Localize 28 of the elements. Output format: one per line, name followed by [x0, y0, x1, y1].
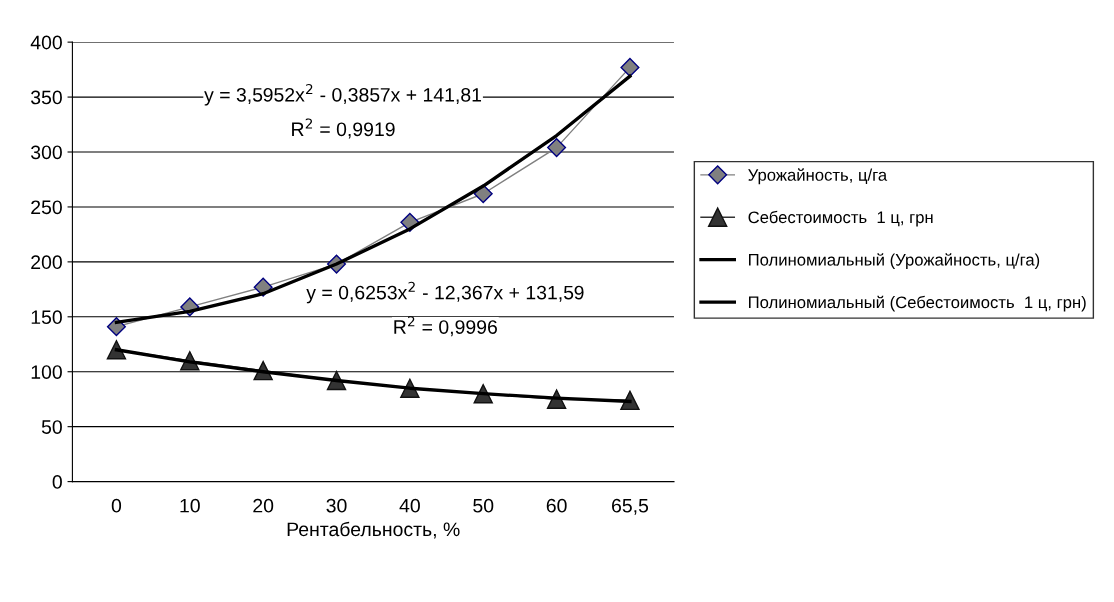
point — [620, 57, 640, 77]
y-tick-label: 300 — [30, 145, 62, 160]
y-tick-label: 150 — [31, 310, 62, 325]
point — [547, 138, 567, 158]
x-tick-label: 50 — [473, 498, 494, 513]
y-tick-label: 400 — [30, 35, 62, 50]
x-tick-label: 60 — [546, 498, 567, 513]
annotation: y = 0,6253x$^{2}$ - 12,367x + 131,59 — [306, 281, 584, 304]
x-tick-label: 40 — [399, 498, 420, 513]
annotation: R$^{2}$ = 0,9919 — [292, 118, 395, 139]
y-tick-label: 350 — [30, 90, 62, 105]
legend-label: Урожайность, ц/га — [748, 168, 888, 185]
y-tick-label: 50 — [41, 420, 62, 434]
x-tick-label: 20 — [253, 498, 274, 513]
y-tick-label: 250 — [31, 200, 62, 215]
x-tick-label: 10 — [180, 498, 200, 513]
y-tick-label: 200 — [31, 255, 62, 270]
x-axis-title: Рентабельность, % — [287, 521, 460, 539]
y-tick-label: 0 — [52, 475, 62, 489]
legend-label: Себестоимость 1 ц, грн — [748, 210, 933, 227]
x-tick-label: 65,5 — [612, 498, 649, 515]
x-tick-label: 30 — [326, 498, 347, 513]
x-tick-label: 0 — [111, 498, 122, 513]
legend-label: Полиномиальный (Себестоимость 1 ц, грн) — [749, 295, 1086, 312]
y-tick-label: 100 — [31, 365, 62, 379]
annotation: R$^{2}$ = 0,9996 — [394, 316, 497, 337]
legend-label: Полиномиальный (Урожайность, ц/га) — [749, 253, 1040, 269]
annotation: y = 3,5952x$^{2}$ - 0,3857x + 141,81 — [204, 83, 482, 106]
